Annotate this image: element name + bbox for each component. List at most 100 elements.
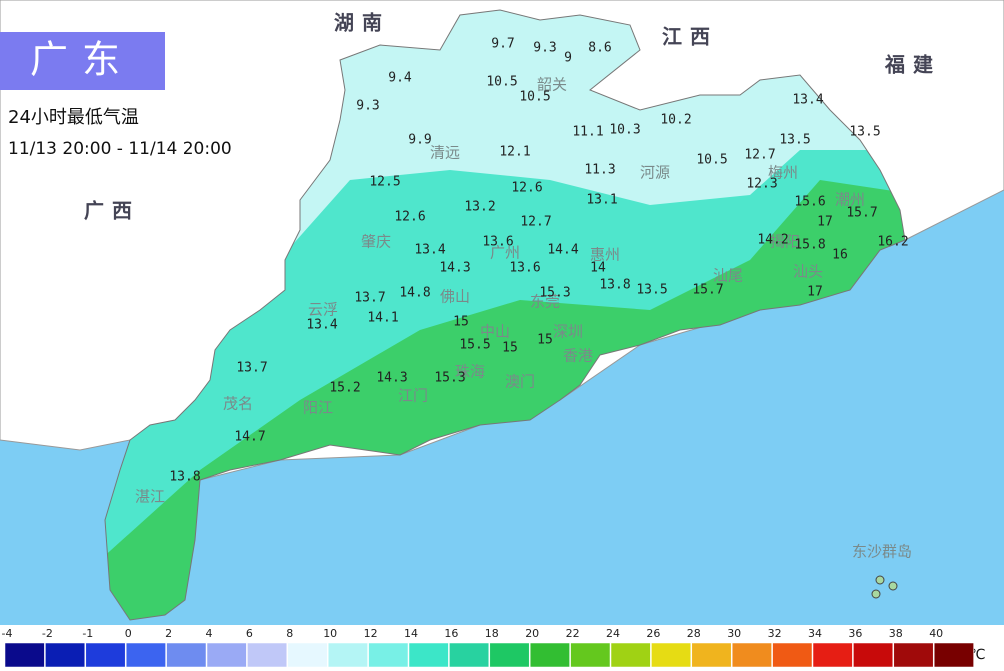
station-value: 13.4 [306, 318, 337, 333]
legend-tick-label: 16 [444, 627, 458, 640]
city-label: 河源 [640, 164, 670, 182]
city-label: 中山 [480, 323, 510, 341]
station-value: 14 [590, 261, 606, 276]
legend-swatch [166, 642, 207, 668]
station-value: 11.3 [584, 163, 615, 178]
station-value: 13.8 [169, 470, 200, 485]
city-label: 东莞 [530, 293, 560, 311]
station-value: 15 [537, 333, 553, 348]
city-label: 珠海 [455, 363, 485, 381]
station-value: 13.6 [482, 235, 513, 250]
station-value: 15 [502, 341, 518, 356]
city-label: 佛山 [440, 288, 470, 306]
station-value: 14.7 [234, 430, 265, 445]
station-value: 8.6 [588, 41, 611, 56]
legend-swatch [651, 642, 692, 668]
station-value: 13.2 [464, 200, 495, 215]
legend-swatch [247, 642, 288, 668]
legend-tick-label: 10 [323, 627, 337, 640]
station-value: 14.1 [367, 311, 398, 326]
legend-swatch [125, 642, 166, 668]
station-value: 9.3 [356, 99, 379, 114]
station-value: 9.4 [388, 71, 412, 86]
city-label: 深圳 [553, 323, 583, 341]
legend-swatch [812, 642, 853, 668]
station-value: 13.4 [792, 93, 823, 108]
station-value: 15 [453, 315, 469, 330]
station-value: 9.3 [533, 41, 556, 56]
neighbor-label: 福建 [884, 53, 941, 77]
station-value: 10.2 [660, 113, 691, 128]
station-value: 11.1 [572, 125, 603, 140]
station-value: 13.7 [354, 291, 385, 306]
station-value: 13.5 [779, 133, 810, 148]
city-label: 梅州 [768, 164, 798, 182]
legend-swatch [933, 642, 974, 668]
neighbor-label: 广西 [84, 199, 140, 223]
station-value: 15.5 [459, 338, 490, 353]
legend-tick-label: -4 [2, 627, 13, 640]
station-value: 13.5 [636, 283, 667, 298]
station-value: 10.5 [519, 90, 550, 105]
station-value: 12.1 [499, 145, 530, 160]
city-label: 江门 [398, 387, 428, 405]
station-value: 10.5 [696, 153, 727, 168]
legend-tick-label: 18 [485, 627, 499, 640]
legend-swatch [45, 642, 86, 668]
city-label: 湛江 [135, 488, 165, 506]
legend-tick-label: 28 [687, 627, 701, 640]
city-label: 东沙群岛 [852, 543, 912, 561]
station-value: 13.6 [509, 261, 540, 276]
city-label: 揭阳 [770, 233, 800, 251]
station-value: 9 [564, 51, 572, 66]
legend-swatch [449, 642, 490, 668]
station-value: 13.7 [236, 361, 267, 376]
legend-tick-label: -1 [82, 627, 93, 640]
station-value: 14.3 [376, 371, 407, 386]
city-label: 茂名 [223, 395, 253, 413]
station-value: 12.6 [511, 181, 542, 196]
legend-tick-label: 38 [889, 627, 903, 640]
legend-swatch [529, 642, 570, 668]
neighbor-label: 江西 [662, 25, 718, 49]
legend-tick-label: 8 [286, 627, 293, 640]
legend-swatch [570, 642, 611, 668]
legend-tick-label: 20 [525, 627, 539, 640]
legend-tick-label: 40 [929, 627, 943, 640]
station-value: 15.7 [692, 283, 723, 298]
station-value: 16.2 [877, 235, 908, 250]
legend-tick-label: 2 [165, 627, 172, 640]
legend-tick-label: 36 [848, 627, 862, 640]
city-label: 广州 [490, 244, 520, 262]
legend-swatch [893, 642, 934, 668]
city-label: 香港 [563, 347, 593, 365]
station-value: 14.3 [439, 261, 470, 276]
legend-tick-label: 22 [566, 627, 580, 640]
city-label: 韶关 [537, 76, 567, 94]
legend-swatch [610, 642, 651, 668]
title-box [0, 32, 165, 90]
city-label: 肇庆 [361, 233, 391, 251]
station-value: 15.3 [539, 286, 570, 301]
legend-swatch [772, 642, 813, 668]
station-value: 15.8 [794, 238, 825, 253]
neighbor-label: 湖南 [334, 11, 390, 35]
station-value: 12.7 [744, 148, 775, 163]
title: 广东 [30, 38, 134, 82]
station-value: 14.2 [757, 233, 788, 248]
station-value: 12.3 [746, 177, 777, 192]
city-label: 阳江 [303, 399, 333, 417]
legend-swatch [691, 642, 732, 668]
station-value: 15.7 [846, 206, 877, 221]
station-value: 12.7 [520, 215, 551, 230]
legend-swatch [731, 642, 772, 668]
station-value: 13.5 [849, 125, 880, 140]
legend-tick-label: 30 [727, 627, 741, 640]
legend-swatch [489, 642, 530, 668]
legend-tick-label: 12 [364, 627, 378, 640]
legend-tick-label: 6 [246, 627, 253, 640]
station-value: 10.5 [486, 75, 517, 90]
station-value: 15.2 [329, 381, 360, 396]
legend-swatch [4, 642, 45, 668]
legend-tick-label: 26 [646, 627, 660, 640]
